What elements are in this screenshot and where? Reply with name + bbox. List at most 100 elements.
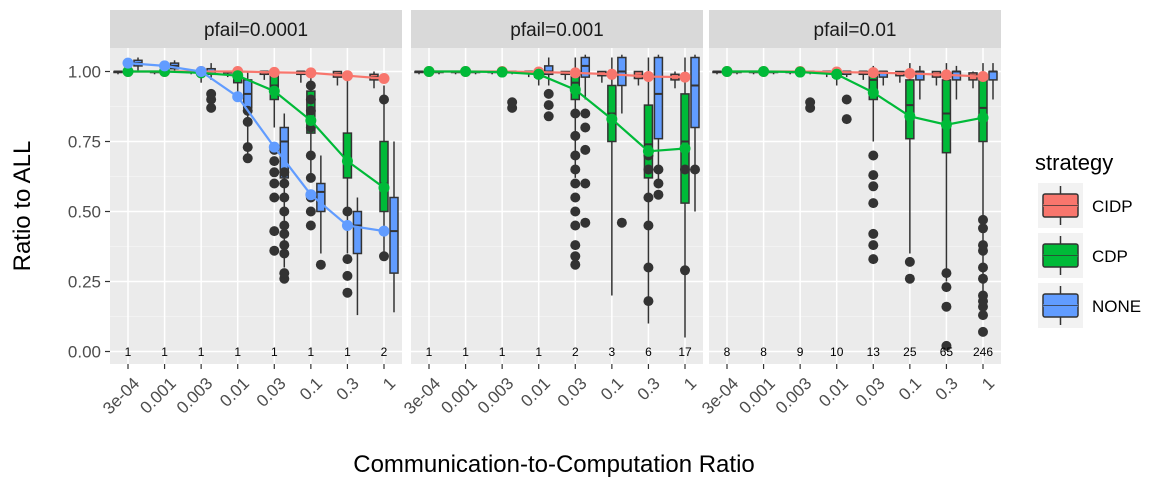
x-tick-label: 0.1 [597,374,627,404]
mean-point-cdp [268,85,280,97]
x-tick-label: 0.3 [634,374,664,404]
x-tick-label: 0.01 [517,374,554,411]
outlier-point [805,97,816,108]
outlier-point [305,94,316,105]
boxplot-none [617,54,627,114]
outlier-point [269,167,280,178]
boxplot-cidp [712,70,722,75]
mean-point-none [122,57,134,69]
outlier-point [279,248,290,259]
outlier-point [206,88,217,99]
x-tick-label: 0.01 [216,374,253,411]
outlier-point [570,150,581,161]
outlier-point [570,251,581,262]
x-tick-label: 3e-04 [99,374,143,418]
mean-point-none [305,189,317,201]
mean-point-cdp [122,66,134,77]
outlier-point [570,108,581,119]
plot-area [712,63,998,351]
count-label: 1 [344,345,351,359]
outlier-point [570,178,581,189]
outlier-point [643,192,654,203]
outlier-point [305,105,316,116]
x-tick-label: 3e-04 [698,374,742,418]
outlier-point [279,178,290,189]
mean-point-cdp [305,115,317,126]
outlier-point [941,301,952,312]
x-tick-label: 0.001 [437,374,481,418]
x-tick-label: 0.003 [474,374,518,418]
outlier-point [269,192,280,203]
facet-strip-label: pfail=0.01 [814,20,897,41]
outlier-point [868,170,879,181]
outlier-point [570,220,581,231]
count-label: 10 [830,345,844,359]
mean-point-cdp [460,66,472,77]
outlier-point [342,254,353,265]
x-tick-label: 1 [680,374,700,394]
outlier-point [305,150,316,161]
outlier-point [279,206,290,217]
mean-line-cdp [727,70,984,126]
outlier-point [680,164,690,175]
count-label: 2 [572,345,579,359]
outlier-point [342,287,353,298]
mean-point-none [159,60,171,72]
mean-point-cidp [679,71,691,83]
outlier-point [379,251,389,262]
count-label: 1 [271,345,278,359]
x-tick-label: 0.03 [852,374,889,411]
mean-point-cdp [679,143,691,154]
outlier-point [580,108,591,119]
outlier-point [305,172,316,183]
outlier-point [242,116,253,127]
outlier-point [269,156,280,167]
outlier-point [279,268,290,279]
count-label: 3 [609,345,616,359]
mean-point-none [195,66,207,77]
x-axis-title: Communication-to-Computation Ratio [353,451,755,478]
mean-point-cdp [533,68,545,80]
mean-point-cdp [904,110,916,122]
legend-item-cdp: CDP [1038,233,1128,278]
outlier-point [643,262,654,273]
outlier-point [978,262,988,273]
x-tick-label: 1 [978,374,998,394]
outlier-point [279,228,290,239]
mean-point-cidp [867,67,879,79]
y-axis: 0.00 0.25 0.50 0.75 1.00 [68,63,110,362]
facet-strip-label: pfail=0.0001 [204,20,308,41]
outlier-point [580,178,591,189]
boxplot-cdp [905,63,915,254]
boxplot-none [389,141,399,313]
outlier-point [507,97,518,108]
outlier-point [269,245,280,256]
outlier-point [580,144,591,155]
x-tick-label: 0.1 [296,374,326,404]
count-label: 1 [499,345,506,359]
legend-item-cidp: CIDP [1038,183,1133,228]
mean-point-cdp [569,84,581,96]
outlier-point [305,206,316,217]
outlier-point [904,256,915,267]
mean-point-cidp [305,67,317,79]
outlier-point [868,240,879,251]
count-label: 6 [645,345,652,359]
outlier-point [653,178,664,189]
x-tick-label: 0.001 [735,374,779,418]
outlier-point [653,189,664,200]
count-label: 13 [867,345,881,359]
count-label: 17 [678,345,692,359]
mean-line-cdp [429,70,686,153]
outlier-point [978,240,988,251]
mean-point-none [268,141,280,153]
outlier-point [978,326,988,337]
legend-item-none: NONE [1038,283,1141,328]
x-tick-label: 0.03 [554,374,591,411]
mean-point-cdp [794,66,806,78]
outlier-point [570,130,581,141]
mean-point-cdp [867,87,879,98]
boxplot-cidp [414,70,424,75]
